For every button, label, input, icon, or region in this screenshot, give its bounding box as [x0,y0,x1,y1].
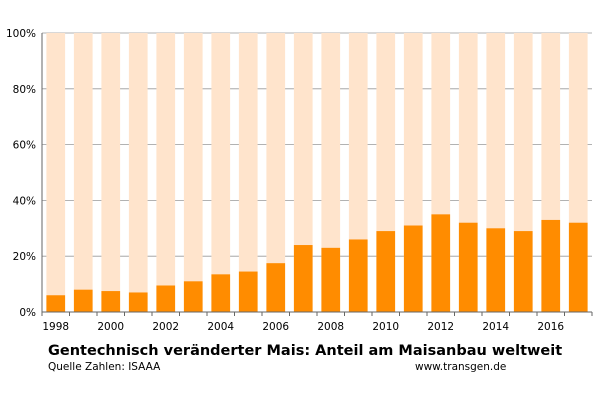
chart: 0% 20% 40% 60% 80% 100% 1998 2000 2002 2004 2006 2… [6,28,593,333]
share-bar-2005 [238,271,258,312]
remainder-bar-2005 [238,33,258,312]
y-tick-label: 100% [6,28,36,40]
x-tick-label: 2012 [427,321,454,333]
grid-lines [42,32,592,313]
share-bar-2006 [266,263,286,312]
remainder-bar-2007 [293,33,313,312]
remainder-bar-2006 [266,33,286,312]
share-bar-2008 [321,247,341,312]
x-tick-label: 2004 [207,321,234,333]
x-tick-label: 2008 [317,321,344,333]
share-bar-1999 [73,289,93,312]
x-tick-label: 2002 [152,321,179,333]
share-bar-2013 [458,222,478,312]
remainder-bar-2004 [211,33,231,312]
x-tick-label: 2010 [372,321,399,333]
share-bar-2003 [183,281,203,312]
y-tick-label: 40% [13,195,36,207]
share-bars [46,214,588,312]
share-bar-2017 [568,222,588,312]
remainder-bars [46,33,588,312]
share-bar-2000 [101,291,121,312]
y-tick-label: 80% [13,84,36,96]
y-tick-label: 60% [13,140,36,152]
axes [41,33,593,316]
x-tick-label: 1998 [42,321,69,333]
share-bar-1998 [46,295,66,312]
x-tick-labels: 1998 2000 2002 2004 2006 2008 2010 2012 2014 2016 [42,321,564,333]
x-tick-label: 2000 [97,321,124,333]
share-bar-2009 [348,239,368,312]
x-tick-label: 2016 [537,321,564,333]
y-tick-label: 0% [19,307,36,319]
share-bar-2001 [128,292,148,312]
remainder-bar-2001 [128,33,148,312]
share-bar-2010 [376,231,396,312]
remainder-bar-1998 [46,33,66,312]
share-bar-2004 [211,274,231,312]
remainder-bar-2008 [321,33,341,312]
share-bar-2014 [486,228,506,312]
share-bar-2012 [431,214,451,312]
share-bar-2015 [513,231,533,312]
share-bar-2011 [403,225,423,312]
remainder-bar-2003 [183,33,203,312]
x-tick-label: 2006 [262,321,289,333]
remainder-bar-2002 [156,33,176,312]
chart-title: Gentechnisch veränderter Mais: Anteil am… [48,343,563,359]
site-url: www.transgen.de [415,361,507,373]
remainder-bar-1999 [73,33,93,312]
share-bar-2007 [293,245,313,312]
x-tick-label: 2014 [482,321,509,333]
share-bar-2002 [156,285,176,312]
share-bar-2016 [541,219,561,312]
source-note: Quelle Zahlen: ISAAA [48,361,161,373]
y-tick-label: 20% [13,251,36,263]
remainder-bar-2000 [101,33,121,312]
y-tick-labels: 0% 20% 40% 60% 80% 100% [6,28,36,319]
